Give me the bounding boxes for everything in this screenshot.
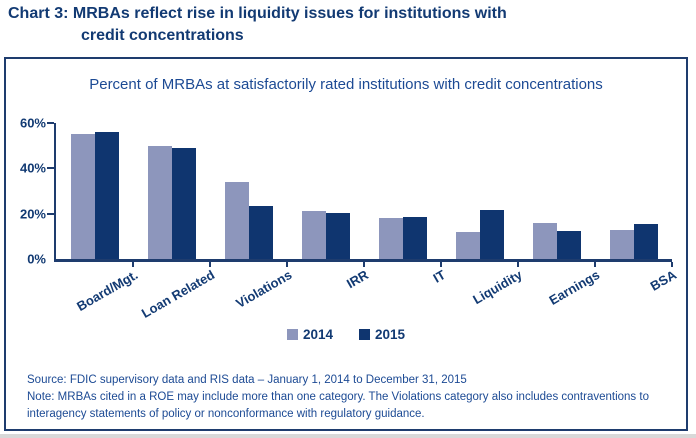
- x-axis-tick: [363, 262, 365, 267]
- y-axis-tick: [47, 212, 54, 215]
- category-label: Loan Related: [138, 267, 217, 321]
- y-axis-label: 0%: [27, 251, 46, 267]
- legend-label-2015: 2015: [375, 327, 406, 342]
- legend-item-2014: 2014: [286, 327, 333, 342]
- plot-area: 60% 40% 20% 0%: [20, 116, 673, 267]
- bars-row: [56, 123, 673, 267]
- chart-heading-line1: Chart 3: MRBAs reflect rise in liquidity…: [8, 5, 507, 22]
- x-axis-tick: [594, 262, 596, 267]
- y-axis-tick: [47, 122, 54, 124]
- legend-swatch-2015: [359, 329, 370, 340]
- bar-2014-liquidity: [455, 231, 480, 259]
- category-label-slot: Loan Related: [131, 262, 217, 322]
- bar-2014-violations: [224, 181, 249, 259]
- category-slot: [133, 123, 211, 267]
- x-axis-tick: [132, 262, 134, 267]
- y-axis-label: 20%: [19, 206, 46, 222]
- bar-2015-irr: [325, 212, 350, 259]
- category-slot: [364, 123, 442, 267]
- plot-title: Percent of MRBAs at satisfactorily rated…: [89, 76, 603, 93]
- legend-swatch-2014: [286, 329, 298, 340]
- y-axis-tick: [47, 167, 54, 170]
- category-label-slot: Board/Mgt.: [54, 262, 140, 322]
- chart-heading: Chart 3: MRBAs reflect rise in liquidity…: [8, 3, 507, 47]
- bar-2015-violations: [248, 205, 273, 259]
- category-label-slot: Violations: [208, 262, 294, 322]
- bar-2014-it: [378, 218, 403, 259]
- category-label-slot: IT: [362, 262, 448, 322]
- bar-2015-earnings: [556, 230, 581, 259]
- category-slot: [210, 123, 288, 267]
- bar-2015-it: [402, 217, 427, 259]
- bar-2014-loan-related: [147, 145, 172, 259]
- note-line1: Note: MRBAs cited in a ROE may include m…: [27, 391, 649, 403]
- chart-heading-line2: credit concentrations: [81, 27, 244, 44]
- note-line2: interagency statements of policy or nonc…: [27, 408, 425, 420]
- bar-2014-board-mgt-: [70, 134, 95, 259]
- bar-2015-loan-related: [171, 147, 196, 259]
- category-label-slot: Earnings: [516, 262, 602, 322]
- bar-2014-bsa: [609, 229, 634, 259]
- legend: 2014 2015: [6, 327, 686, 342]
- x-axis-tick: [286, 262, 288, 267]
- x-axis-tick: [440, 262, 442, 267]
- footnotes: Source: FDIC supervisory data and RIS da…: [27, 372, 678, 423]
- bar-2015-board-mgt-: [94, 132, 119, 259]
- source-note: Source: FDIC supervisory data and RIS da…: [27, 374, 467, 386]
- bar-2015-bsa: [633, 223, 658, 259]
- category-slot: [595, 123, 673, 267]
- chart-panel: Percent of MRBAs at satisfactorily rated…: [4, 57, 688, 431]
- y-axis-label: 60%: [19, 115, 46, 131]
- x-axis-labels: Board/Mgt. Loan Related Violations IRR IT Liq…: [54, 262, 679, 322]
- category-slot: [518, 123, 596, 267]
- x-axis-tick: [517, 262, 519, 267]
- bar-2015-liquidity: [479, 210, 504, 259]
- bar-2014-irr: [301, 211, 326, 259]
- category-slot: [441, 123, 519, 267]
- category-slot: [56, 123, 134, 267]
- x-axis-tick: [209, 262, 211, 267]
- category-label: BSA: [647, 267, 679, 294]
- x-axis-tick: [671, 262, 673, 267]
- category-label-slot: BSA: [593, 262, 679, 322]
- category-slot: [287, 123, 365, 267]
- category-label-slot: IRR: [285, 262, 371, 322]
- y-axis-label: 40%: [19, 160, 46, 176]
- bottom-strip: [0, 434, 696, 438]
- category-label-slot: Liquidity: [439, 262, 525, 322]
- legend-item-2015: 2015: [359, 327, 405, 342]
- legend-label-2014: 2014: [302, 327, 333, 342]
- bar-2014-earnings: [532, 222, 557, 259]
